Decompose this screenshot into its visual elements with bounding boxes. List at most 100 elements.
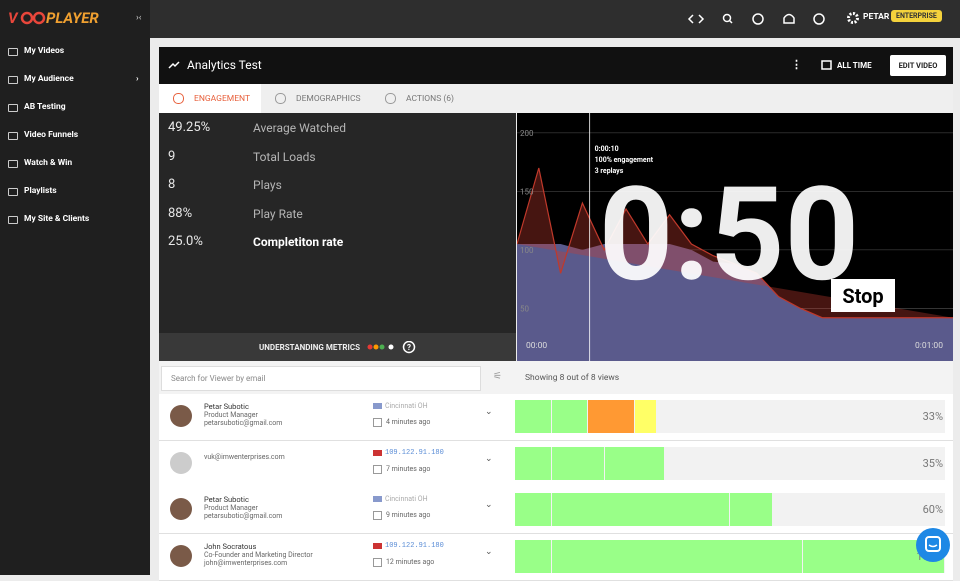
watch-segment — [605, 447, 665, 480]
tab-icon — [173, 93, 184, 104]
logo: V PLAYER — [8, 9, 99, 27]
nav-item[interactable]: My Site & Clients — [24, 214, 90, 224]
filter-icon[interactable]: ⚟ — [493, 371, 502, 382]
x-end-label: 0:01:00 — [915, 341, 943, 351]
watch-segment — [551, 540, 803, 573]
location: 109.122.91.180 — [385, 542, 444, 550]
clock-icon — [373, 511, 382, 520]
nav-item[interactable]: AB Testing — [24, 102, 66, 112]
settings-icon[interactable] — [846, 11, 860, 25]
nav-item[interactable]: Watch & Win — [24, 158, 73, 168]
watch-segment — [515, 447, 551, 480]
tooltip-line: 3 replays — [595, 167, 624, 175]
metric-value: 8 — [168, 177, 176, 192]
logo-o — [32, 11, 46, 25]
clock-icon — [373, 418, 382, 427]
watch-segment — [515, 540, 551, 573]
search-row: Search for Viewer by email ⚟ Showing 8 o… — [159, 361, 953, 394]
nav-icon — [8, 48, 18, 56]
nav-item[interactable]: My Audience — [24, 74, 74, 84]
watch-percent: 35% — [922, 457, 943, 470]
tooltip-line: 100% engagement — [595, 156, 654, 164]
viewer-role: Product Manager — [204, 503, 258, 512]
collapse[interactable]: ›‹ — [136, 13, 142, 23]
watch-segment — [515, 493, 551, 526]
viewer-email: vuk@imwenterprises.com — [204, 453, 285, 461]
y-tick-label: 100 — [520, 246, 534, 255]
understanding-label[interactable]: UNDERSTANDING METRICS — [259, 343, 361, 352]
search-icon[interactable] — [722, 13, 732, 23]
active-tab-bg — [159, 84, 261, 113]
svg-text:?: ? — [407, 343, 411, 352]
nav-item[interactable]: My Videos — [24, 46, 65, 56]
nav-icon — [8, 132, 18, 140]
metric-label: Completiton rate — [253, 235, 344, 249]
embed-icon[interactable] — [687, 14, 705, 24]
time-ago: 4 minutes ago — [386, 418, 431, 426]
legend-dots: ? — [367, 341, 416, 354]
search-placeholder: Search for Viewer by email — [171, 374, 266, 383]
y-tick-label: 150 — [520, 187, 534, 196]
menu-icon[interactable]: ⋮ — [791, 58, 802, 71]
tab[interactable]: DEMOGRAPHICS — [296, 94, 361, 104]
metrics-panel: 49.25% Average Watched 9 Total Loads 8 Plays 8… — [159, 113, 516, 333]
clock-icon — [373, 558, 382, 567]
bell-icon[interactable] — [783, 13, 795, 24]
help-icon[interactable] — [813, 13, 825, 25]
viewer-name: John Socratous — [204, 542, 257, 551]
viewer-row[interactable]: Petar Subotic Product Manager petarsubotic… — [159, 394, 953, 441]
watch-segment — [588, 400, 635, 433]
location: Cincinnati OH — [385, 402, 428, 410]
viewer-role: Product Manager — [204, 410, 258, 419]
watch-segment — [635, 400, 656, 433]
watch-percent: 33% — [922, 410, 943, 423]
tab-icon — [275, 93, 286, 104]
flag — [373, 403, 382, 409]
viewer-row[interactable]: Petar Subotic Product Manager petarsubotic… — [159, 487, 953, 534]
tab[interactable]: ACTIONS (6) — [406, 94, 455, 104]
watch-segment — [551, 447, 605, 480]
range-button[interactable]: ALL TIME — [837, 61, 872, 70]
viewer-name: Petar Subotic — [204, 402, 249, 411]
expand-icon[interactable]: ⌄ — [485, 547, 493, 557]
watch-percent: 60% — [922, 503, 943, 516]
viewer-email: petarsubotic@gmail.com — [204, 419, 283, 427]
tooltip-line: 0:00:10 — [595, 145, 619, 153]
viewer-row[interactable]: John Socratous Co-Founder and Marketing D… — [159, 534, 953, 581]
time-ago: 7 minutes ago — [386, 465, 431, 473]
search-input[interactable]: Search for Viewer by email — [161, 366, 481, 391]
frame-time: 0:50 — [599, 158, 859, 311]
expand-icon[interactable]: ⌄ — [485, 500, 493, 510]
logo-v: V — [8, 9, 19, 27]
edit-button[interactable]: EDIT VIDEO — [890, 55, 946, 76]
calendar-icon — [821, 60, 832, 70]
watch-segment — [551, 493, 729, 526]
metric-label: Plays — [253, 178, 282, 192]
x-start-label: 00:00 — [526, 341, 547, 351]
logo-o — [20, 11, 34, 25]
eye-icon[interactable] — [752, 13, 764, 25]
topbar: PETAR ENTERPRISE — [150, 0, 960, 38]
avatar — [170, 405, 192, 427]
caption-box — [831, 279, 895, 312]
avatar — [170, 545, 192, 567]
nav-item[interactable]: Video Funnels — [24, 130, 79, 140]
nav-item[interactable]: Playlists — [24, 186, 57, 196]
user-name[interactable]: PETAR — [863, 12, 890, 22]
avatar — [170, 498, 192, 520]
expand-icon[interactable]: ⌄ — [485, 454, 493, 464]
viewer-row[interactable]: vuk@imwenterprises.com 109.122.91.180 7 mi… — [159, 441, 953, 488]
tab[interactable]: ENGAGEMENT — [194, 94, 251, 104]
flag — [373, 496, 382, 502]
nav-icon — [8, 160, 18, 168]
trend-icon — [168, 61, 180, 69]
time-ago: 9 minutes ago — [386, 511, 431, 519]
expand-icon[interactable]: ⌄ — [485, 407, 493, 417]
sidebar: V PLAYER ›‹ My Videos My Audience › AB Test… — [0, 0, 150, 575]
nav-icon — [8, 76, 18, 84]
engagement-area — [517, 244, 953, 361]
y-tick-label: 50 — [520, 304, 529, 313]
metric-value: 49.25% — [168, 120, 211, 135]
chat-button[interactable] — [916, 528, 950, 562]
